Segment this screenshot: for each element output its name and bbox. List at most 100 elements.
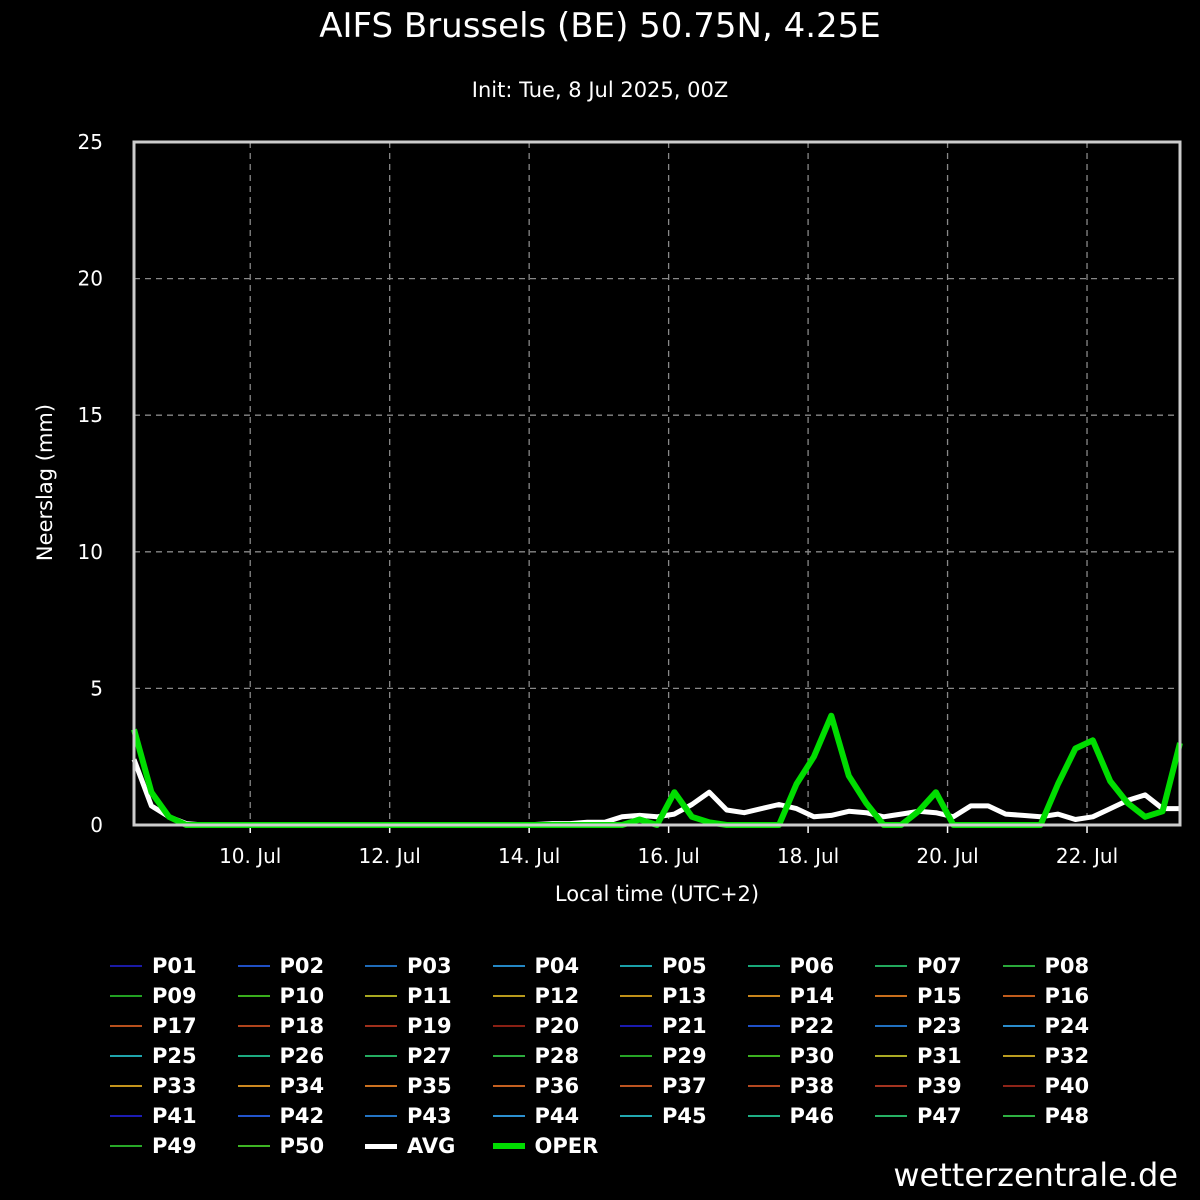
y-tick-label: 0 bbox=[90, 813, 103, 837]
legend-label: P20 bbox=[534, 1014, 580, 1038]
legend-item: P29 bbox=[620, 1044, 707, 1068]
legend-label: P31 bbox=[917, 1044, 962, 1068]
legend-swatch bbox=[1002, 965, 1035, 967]
legend-item: P50 bbox=[237, 1134, 324, 1158]
legend-item: P39 bbox=[875, 1074, 962, 1098]
legend-item: P45 bbox=[620, 1104, 707, 1128]
legend-item: P42 bbox=[237, 1104, 324, 1128]
legend-label: P27 bbox=[407, 1044, 452, 1068]
legend-swatch bbox=[237, 1055, 270, 1057]
legend-label: P26 bbox=[279, 1044, 325, 1068]
legend-item: P23 bbox=[875, 1014, 962, 1038]
legend-item: P37 bbox=[620, 1074, 707, 1098]
legend-swatch bbox=[365, 1115, 397, 1117]
legend-label: P32 bbox=[1044, 1044, 1090, 1068]
y-tick-label: 20 bbox=[78, 267, 103, 291]
legend-swatch bbox=[747, 995, 780, 997]
legend-swatch bbox=[875, 1085, 907, 1087]
legend-item: P48 bbox=[1002, 1104, 1089, 1128]
legend-swatch bbox=[492, 965, 525, 967]
legend-swatch bbox=[110, 995, 142, 997]
legend-swatch bbox=[1002, 995, 1035, 997]
legend-label: P12 bbox=[534, 984, 580, 1008]
legend-swatch bbox=[110, 1055, 142, 1057]
legend-label: P05 bbox=[662, 954, 707, 978]
series-line-avg bbox=[131, 758, 1180, 828]
y-tick-label: 5 bbox=[90, 676, 103, 700]
legend-swatch bbox=[875, 1055, 907, 1057]
precipitation-chart: 0 5 10 15 20 25 10. Jul 12. Jul 14. Jul 16. Jul 18… bbox=[33, 130, 1183, 906]
legend-item: P27 bbox=[365, 1044, 452, 1068]
x-tick-label: 10. Jul bbox=[219, 844, 281, 868]
legend-swatch bbox=[237, 995, 270, 997]
legend-swatch bbox=[747, 1055, 780, 1057]
legend-item: P08 bbox=[1002, 954, 1089, 978]
legend-item: P02 bbox=[237, 954, 325, 978]
legend-swatch bbox=[365, 1025, 397, 1027]
legend-swatch bbox=[492, 1025, 525, 1027]
legend-label: P09 bbox=[152, 984, 197, 1008]
legend-swatch bbox=[620, 995, 652, 997]
legend-item: P40 bbox=[1002, 1074, 1089, 1098]
legend-item: P14 bbox=[747, 984, 834, 1008]
legend-swatch bbox=[110, 1115, 142, 1117]
legend-swatch bbox=[620, 1025, 652, 1027]
legend-label: P34 bbox=[279, 1074, 325, 1098]
y-tick-label: 25 bbox=[78, 130, 103, 154]
legend-swatch bbox=[875, 1115, 907, 1117]
legend-label: P44 bbox=[534, 1104, 580, 1128]
plot-frame bbox=[132, 140, 1182, 827]
legend-item: P41 bbox=[110, 1104, 197, 1128]
legend-label: P19 bbox=[407, 1014, 452, 1038]
y-tick-label: 15 bbox=[78, 403, 103, 427]
legend-item: P25 bbox=[110, 1044, 197, 1068]
legend-swatch bbox=[620, 1115, 652, 1117]
legend-item: P15 bbox=[875, 984, 962, 1008]
legend-item: P47 bbox=[875, 1104, 962, 1128]
legend-label: P28 bbox=[534, 1044, 580, 1068]
legend-swatch bbox=[492, 1055, 525, 1057]
legend-label: P16 bbox=[1044, 984, 1090, 1008]
legend-swatch bbox=[620, 1085, 652, 1087]
legend-swatch bbox=[237, 1025, 270, 1027]
legend-item: AVG bbox=[365, 1134, 455, 1158]
legend-label: P18 bbox=[279, 1014, 325, 1038]
legend-label: P41 bbox=[152, 1104, 197, 1128]
chart-title: AIFS Brussels (BE) 50.75N, 4.25E bbox=[319, 6, 881, 46]
legend-label: P11 bbox=[407, 984, 452, 1008]
legend-item: P12 bbox=[492, 984, 580, 1008]
legend-item: P26 bbox=[237, 1044, 325, 1068]
legend-item: P18 bbox=[237, 1014, 325, 1038]
legend-item: P35 bbox=[365, 1074, 452, 1098]
x-axis-label: Local time (UTC+2) bbox=[555, 882, 759, 906]
legend-swatch bbox=[110, 1085, 142, 1087]
legend-swatch bbox=[747, 965, 780, 967]
legend-label: P29 bbox=[662, 1044, 707, 1068]
legend-label: P10 bbox=[279, 984, 325, 1008]
legend-label: P17 bbox=[152, 1014, 197, 1038]
legend-item: P11 bbox=[365, 984, 452, 1008]
legend-swatch bbox=[620, 965, 652, 967]
legend-label: P30 bbox=[789, 1044, 835, 1068]
legend-label: P02 bbox=[279, 954, 325, 978]
legend-item: P19 bbox=[365, 1014, 452, 1038]
legend-label: P35 bbox=[407, 1074, 452, 1098]
legend-label: P24 bbox=[1044, 1014, 1090, 1038]
legend-item: P38 bbox=[747, 1074, 834, 1098]
legend-label: P47 bbox=[917, 1104, 962, 1128]
legend-item: P34 bbox=[237, 1074, 325, 1098]
legend-item: P07 bbox=[875, 954, 962, 978]
chart-subtitle: Init: Tue, 8 Jul 2025, 00Z bbox=[471, 78, 729, 102]
legend-label: OPER bbox=[534, 1134, 599, 1158]
legend-label: P39 bbox=[917, 1074, 962, 1098]
legend-swatch bbox=[747, 1115, 780, 1117]
legend-label: P22 bbox=[789, 1014, 835, 1038]
legend-label: P04 bbox=[534, 954, 580, 978]
legend-item: P06 bbox=[747, 954, 834, 978]
legend-swatch bbox=[620, 1055, 652, 1057]
legend-swatch bbox=[1002, 1115, 1035, 1117]
legend-item: P44 bbox=[492, 1104, 580, 1128]
legend-item: P03 bbox=[365, 954, 452, 978]
legend-swatch bbox=[365, 1143, 397, 1149]
legend-swatch bbox=[875, 1025, 907, 1027]
